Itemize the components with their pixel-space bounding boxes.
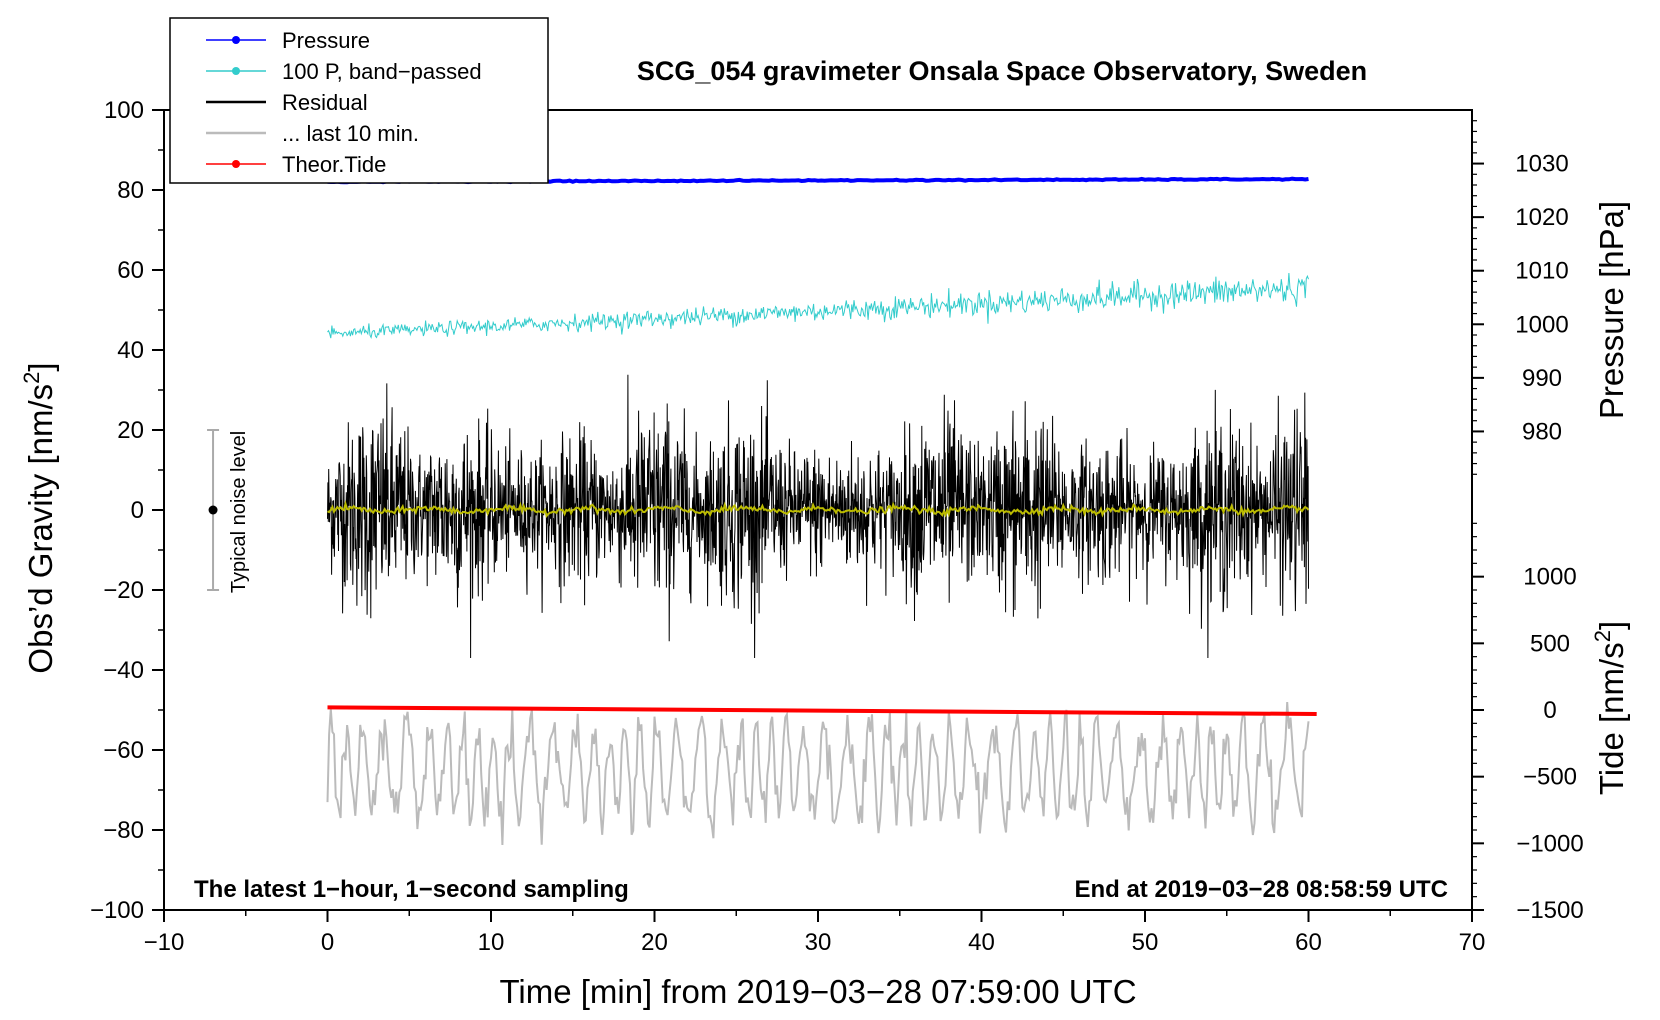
tide-tick-label: 0: [1543, 697, 1556, 724]
x-tick-label: 40: [968, 929, 995, 956]
x-tick-label: 20: [641, 929, 668, 956]
y-tick-label: 0: [131, 497, 144, 524]
legend-label: Residual: [282, 90, 368, 115]
band-passed-pressure-series-line: [327, 272, 1309, 340]
y-tick-label: 80: [117, 177, 144, 204]
x-tick-label: 70: [1459, 929, 1486, 956]
tide-tick-label: −500: [1523, 764, 1577, 791]
annotation-sampling: The latest 1−hour, 1−second sampling: [194, 876, 629, 903]
legend-label: Pressure: [282, 28, 370, 53]
noise-level-label: Typical noise level: [228, 431, 250, 593]
x-axis-title: Time [min] from 2019−03−28 07:59:00 UTC: [499, 973, 1136, 1010]
pressure-tick-label: 1000: [1515, 311, 1568, 338]
x-tick-label: 30: [805, 929, 832, 956]
legend-label: ... last 10 min.: [282, 121, 419, 146]
legend-marker: [232, 67, 240, 75]
y-tick-label: 100: [104, 97, 144, 124]
tide-tick-label: −1000: [1516, 830, 1583, 857]
y-tick-label: 60: [117, 257, 144, 284]
pressure-tick-label: 1020: [1515, 204, 1568, 231]
y-axis-title-tide: Tide [nm/s2]: [1590, 621, 1630, 795]
residual-series-line: [327, 374, 1309, 659]
y-tick-label: −100: [90, 897, 144, 924]
x-tick-label: 0: [321, 929, 334, 956]
y-tick-label: −20: [103, 577, 144, 604]
theoretical-tide-series-line: [327, 705, 1317, 716]
legend-marker: [232, 160, 240, 168]
tide-tick-label: 500: [1530, 630, 1570, 657]
tide-tick-label: 1000: [1523, 564, 1576, 591]
x-tick-label: −10: [144, 929, 185, 956]
legend-label: Theor.Tide: [282, 152, 386, 177]
tide-tick-label: −1500: [1516, 897, 1583, 924]
y-tick-label: 20: [117, 417, 144, 444]
pressure-tick-label: 980: [1522, 418, 1562, 445]
y-tick-label: 40: [117, 337, 144, 364]
last-10-min-series-line: [326, 702, 1310, 846]
pressure-tick-label: 1010: [1515, 258, 1568, 285]
annotation-end-time: End at 2019−03−28 08:58:59 UTC: [1074, 876, 1448, 903]
legend-label: 100 P, band−passed: [282, 59, 482, 84]
residual-smoothed-series-line: [327, 500, 1310, 518]
x-tick-label: 50: [1132, 929, 1159, 956]
y-axis-title-pressure: Pressure [hPa]: [1593, 201, 1630, 419]
pressure-tick-label: 990: [1522, 365, 1562, 392]
noise-bar-center-dot: [208, 505, 218, 515]
pressure-tick-label: 1030: [1515, 151, 1568, 178]
x-tick-label: 10: [478, 929, 505, 956]
y-axis-title-left: Obs’d Gravity [nm/s2]: [19, 362, 59, 673]
legend-marker: [232, 36, 240, 44]
y-tick-label: −40: [103, 657, 144, 684]
legend-box: [169, 17, 549, 184]
chart-title: SCG_054 gravimeter Onsala Space Observat…: [637, 56, 1367, 86]
y-tick-label: −60: [103, 737, 144, 764]
y-tick-label: −80: [103, 817, 144, 844]
x-tick-label: 60: [1295, 929, 1322, 956]
